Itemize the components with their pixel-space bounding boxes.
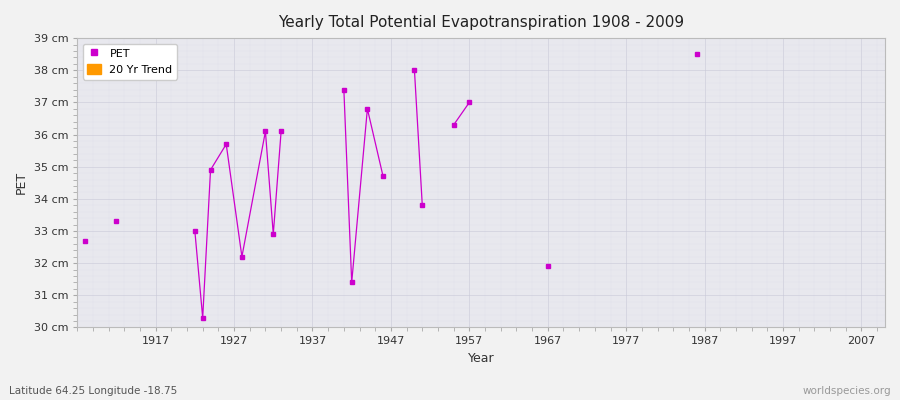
Legend: PET, 20 Yr Trend: PET, 20 Yr Trend [83, 44, 177, 80]
Title: Yearly Total Potential Evapotranspiration 1908 - 2009: Yearly Total Potential Evapotranspiratio… [278, 15, 684, 30]
X-axis label: Year: Year [468, 352, 494, 365]
Text: Latitude 64.25 Longitude -18.75: Latitude 64.25 Longitude -18.75 [9, 386, 177, 396]
Y-axis label: PET: PET [15, 171, 28, 194]
Text: worldspecies.org: worldspecies.org [803, 386, 891, 396]
